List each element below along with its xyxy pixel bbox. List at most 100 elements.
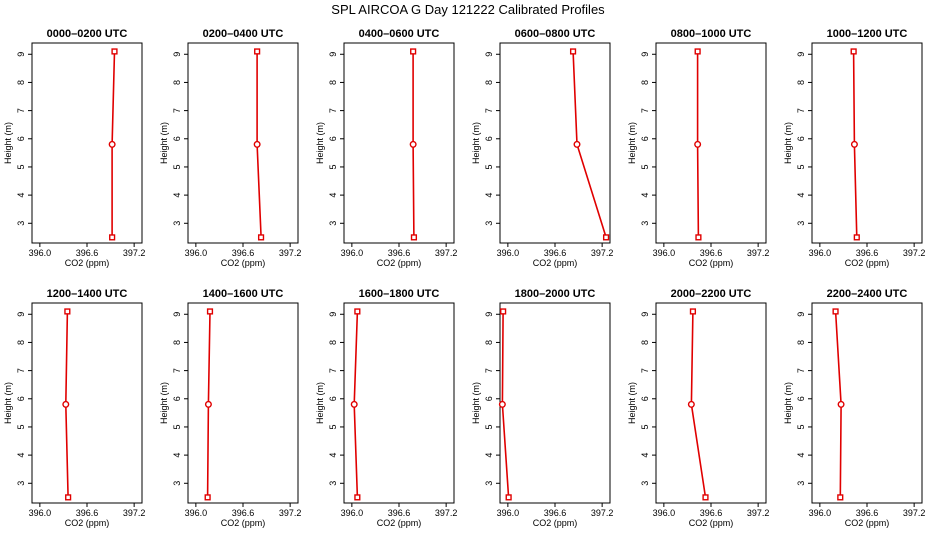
y-tick-label: 5	[16, 424, 26, 429]
y-tick-label: 4	[484, 453, 494, 458]
data-point-marker	[695, 234, 702, 241]
y-tick-label: 9	[16, 312, 26, 317]
x-tick-label: 396.0	[653, 248, 676, 258]
y-axis-label: Height (m)	[627, 382, 637, 424]
x-tick-label: 396.0	[341, 508, 364, 518]
x-axis-label: CO2 (ppm)	[221, 518, 266, 528]
y-axis-label: Height (m)	[783, 382, 793, 424]
data-point-marker	[409, 140, 417, 148]
panel-6: 1000–1200 UTC 396.0 396.6 397.2 3 4 5 6 7 8 9 CO2 (…	[783, 28, 925, 268]
data-point-marker	[853, 234, 860, 241]
x-tick-label: 396.0	[29, 508, 52, 518]
x-axis-label: CO2 (ppm)	[65, 258, 110, 268]
y-tick-label: 6	[640, 396, 650, 401]
x-tick-label: 396.6	[700, 248, 723, 258]
data-point-marker	[350, 400, 358, 408]
x-tick-label: 397.2	[903, 508, 926, 518]
plot-frame	[31, 42, 143, 244]
data-point-marker	[850, 48, 857, 55]
y-tick-label: 3	[328, 221, 338, 226]
data-point-marker	[689, 308, 697, 315]
x-tick-label: 397.2	[435, 248, 458, 258]
plot-frame	[31, 302, 143, 504]
y-tick-label: 3	[484, 221, 494, 226]
x-axis-label: CO2 (ppm)	[377, 518, 422, 528]
y-tick-label: 6	[328, 136, 338, 141]
y-tick-label: 6	[172, 396, 182, 401]
y-tick-label: 5	[328, 424, 338, 429]
x-tick-label: 396.0	[809, 248, 832, 258]
data-point-marker	[602, 234, 610, 241]
x-axis-label: CO2 (ppm)	[533, 518, 578, 528]
data-point-marker	[498, 400, 506, 408]
x-tick-label: 396.6	[388, 248, 411, 258]
y-tick-label: 9	[172, 52, 182, 57]
y-tick-label: 3	[796, 221, 806, 226]
y-tick-label: 9	[484, 52, 494, 57]
y-tick-label: 8	[16, 340, 26, 345]
y-tick-label: 3	[16, 481, 26, 486]
y-tick-label: 6	[640, 136, 650, 141]
data-point-marker	[65, 494, 72, 501]
panel-title: 0400–0600 UTC	[359, 28, 440, 40]
data-point-marker	[64, 308, 71, 315]
y-tick-label: 6	[16, 396, 26, 401]
y-tick-label: 3	[796, 481, 806, 486]
y-tick-label: 7	[16, 108, 26, 113]
y-tick-label: 6	[16, 136, 26, 141]
x-tick-label: 396.6	[232, 248, 255, 258]
y-tick-label: 8	[328, 340, 338, 345]
x-tick-label: 396.6	[388, 508, 411, 518]
x-tick-label: 396.6	[76, 508, 99, 518]
panel-2: 0200–0400 UTC 396.0 396.6 397.2 3 4 5 6 7 8 9 CO2 (…	[159, 28, 301, 268]
panel-3: 0400–0600 UTC 396.0 396.6 397.2 3 4 5 6 7 8 9 CO2 (…	[315, 28, 457, 268]
panel-title: 2200–2400 UTC	[827, 288, 908, 300]
y-tick-label: 4	[328, 193, 338, 198]
plot-frame	[499, 42, 611, 244]
panel-5: 0800–1000 UTC 396.0 396.6 397.2 3 4 5 6 7 8 9 CO2 (…	[627, 28, 769, 268]
data-point-marker	[702, 494, 709, 501]
y-tick-label: 3	[328, 481, 338, 486]
y-tick-label: 7	[796, 368, 806, 373]
panel-1: 0000–0200 UTC 396.0 396.6 397.2 3 4 5 6 7 8 9 CO2 (…	[3, 28, 145, 268]
y-tick-label: 5	[640, 164, 650, 169]
y-tick-label: 3	[16, 221, 26, 226]
x-tick-label: 396.0	[497, 508, 520, 518]
panel-10: 1800–2000 UTC 396.0 396.6 397.2 3 4 5 6 7 8 9 CO2 (…	[471, 288, 613, 528]
y-tick-label: 9	[796, 312, 806, 317]
data-point-marker	[253, 140, 261, 148]
data-point-marker	[837, 494, 844, 501]
x-tick-label: 396.0	[29, 248, 52, 258]
y-tick-label: 5	[16, 164, 26, 169]
y-tick-label: 4	[16, 193, 26, 198]
panel-title: 1400–1600 UTC	[203, 288, 284, 300]
panel-7: 1200–1400 UTC 396.0 396.6 397.2 3 4 5 6 7 8 9 CO2 (…	[3, 288, 145, 528]
y-tick-label: 9	[484, 312, 494, 317]
y-tick-label: 7	[16, 368, 26, 373]
y-tick-label: 6	[328, 396, 338, 401]
y-axis-label: Height (m)	[315, 122, 325, 164]
panel-title: 0200–0400 UTC	[203, 28, 284, 40]
data-point-marker	[62, 400, 70, 408]
x-tick-label: 396.0	[809, 508, 832, 518]
y-tick-label: 7	[328, 108, 338, 113]
y-tick-label: 4	[796, 453, 806, 458]
y-tick-label: 9	[328, 52, 338, 57]
y-tick-label: 3	[640, 221, 650, 226]
panel-title: 1800–2000 UTC	[515, 288, 596, 300]
y-tick-label: 9	[640, 52, 650, 57]
panel-title: 1600–1800 UTC	[359, 288, 440, 300]
y-tick-label: 5	[796, 164, 806, 169]
data-point-marker	[111, 48, 118, 55]
figure-title: SPL AIRCOA G Day 121222 Calibrated Profi…	[331, 2, 605, 17]
plot-frame	[343, 302, 455, 504]
panel-title: 1000–1200 UTC	[827, 28, 908, 40]
x-tick-label: 397.2	[591, 248, 614, 258]
y-tick-label: 4	[796, 193, 806, 198]
y-axis-label: Height (m)	[159, 122, 169, 164]
data-point-marker	[500, 308, 507, 315]
x-tick-label: 396.0	[185, 248, 208, 258]
y-tick-label: 5	[640, 424, 650, 429]
data-point-marker	[204, 494, 211, 501]
